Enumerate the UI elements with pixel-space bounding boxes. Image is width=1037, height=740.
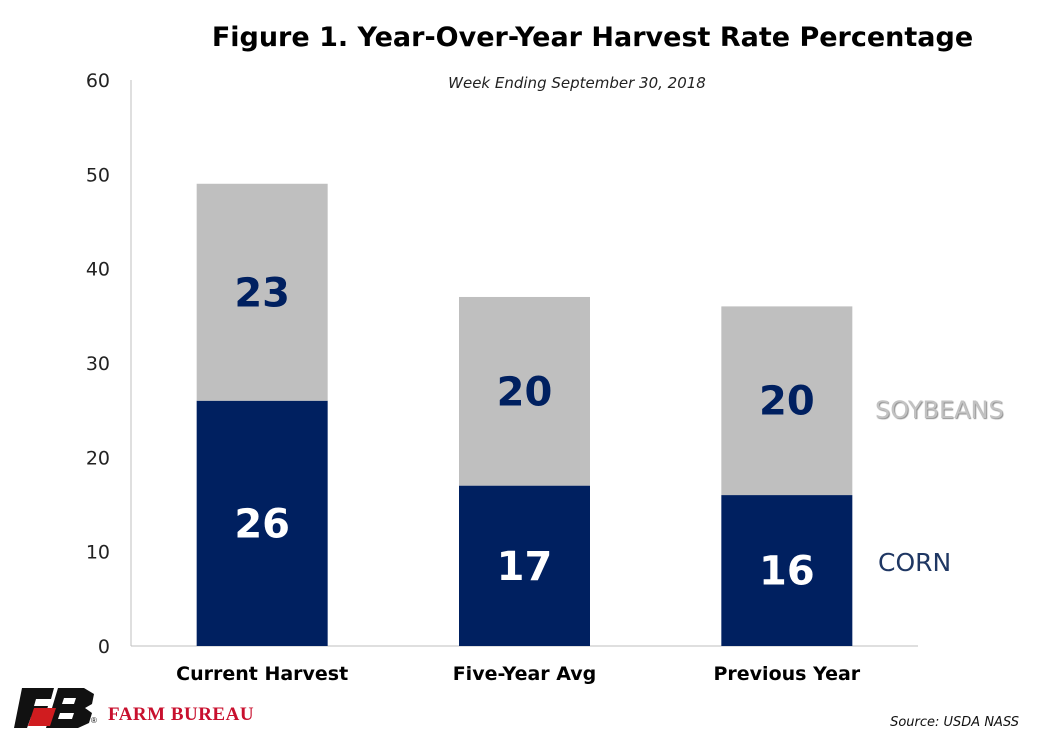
data-label-corn: 16: [759, 549, 815, 595]
brand-name: FARM BUREAU: [108, 704, 255, 725]
bar-corn-1: [196, 400, 328, 646]
source-note: Source: USDA NASS: [890, 715, 1019, 730]
data-label-corn: 17: [497, 544, 553, 590]
data-label-corn: 26: [234, 501, 290, 547]
bar-corn-3: [721, 495, 853, 646]
y-tick-label: 60: [86, 70, 110, 92]
bar-soybeans-3: [721, 306, 853, 496]
x-category-label: Five-Year Avg: [453, 663, 597, 685]
x-category-label: Previous Year: [713, 663, 860, 685]
stacked-bar-chart: 0 10 20 30 40 50 60 26 23 Current Harvest 17 20 Five…: [86, 70, 918, 685]
y-tick-label: 40: [86, 259, 110, 281]
data-label-soybeans: 20: [759, 379, 815, 425]
bar-corn-2: [459, 485, 590, 646]
data-label-soybeans: 20: [497, 369, 553, 415]
legend-corn: CORN: [878, 548, 952, 577]
bar-soybeans-1: [196, 183, 328, 401]
y-tick-label: 10: [86, 542, 110, 564]
x-category-label: Current Harvest: [176, 663, 348, 685]
y-tick-label: 0: [98, 636, 110, 658]
legend-soybeans: SOYBEANS: [875, 396, 1004, 424]
y-tick-label: 30: [86, 353, 110, 375]
chart-subtitle: Week Ending September 30, 2018: [448, 74, 706, 92]
chart-title: Figure 1. Year-Over-Year Harvest Rate Pe…: [211, 22, 974, 53]
farm-bureau-logo-icon: ®: [14, 686, 104, 735]
y-tick-label: 50: [86, 164, 110, 186]
y-tick-label: 20: [86, 447, 110, 469]
data-label-soybeans: 23: [234, 270, 290, 316]
bar-soybeans-2: [459, 296, 590, 486]
registered-mark: ®: [91, 716, 97, 725]
